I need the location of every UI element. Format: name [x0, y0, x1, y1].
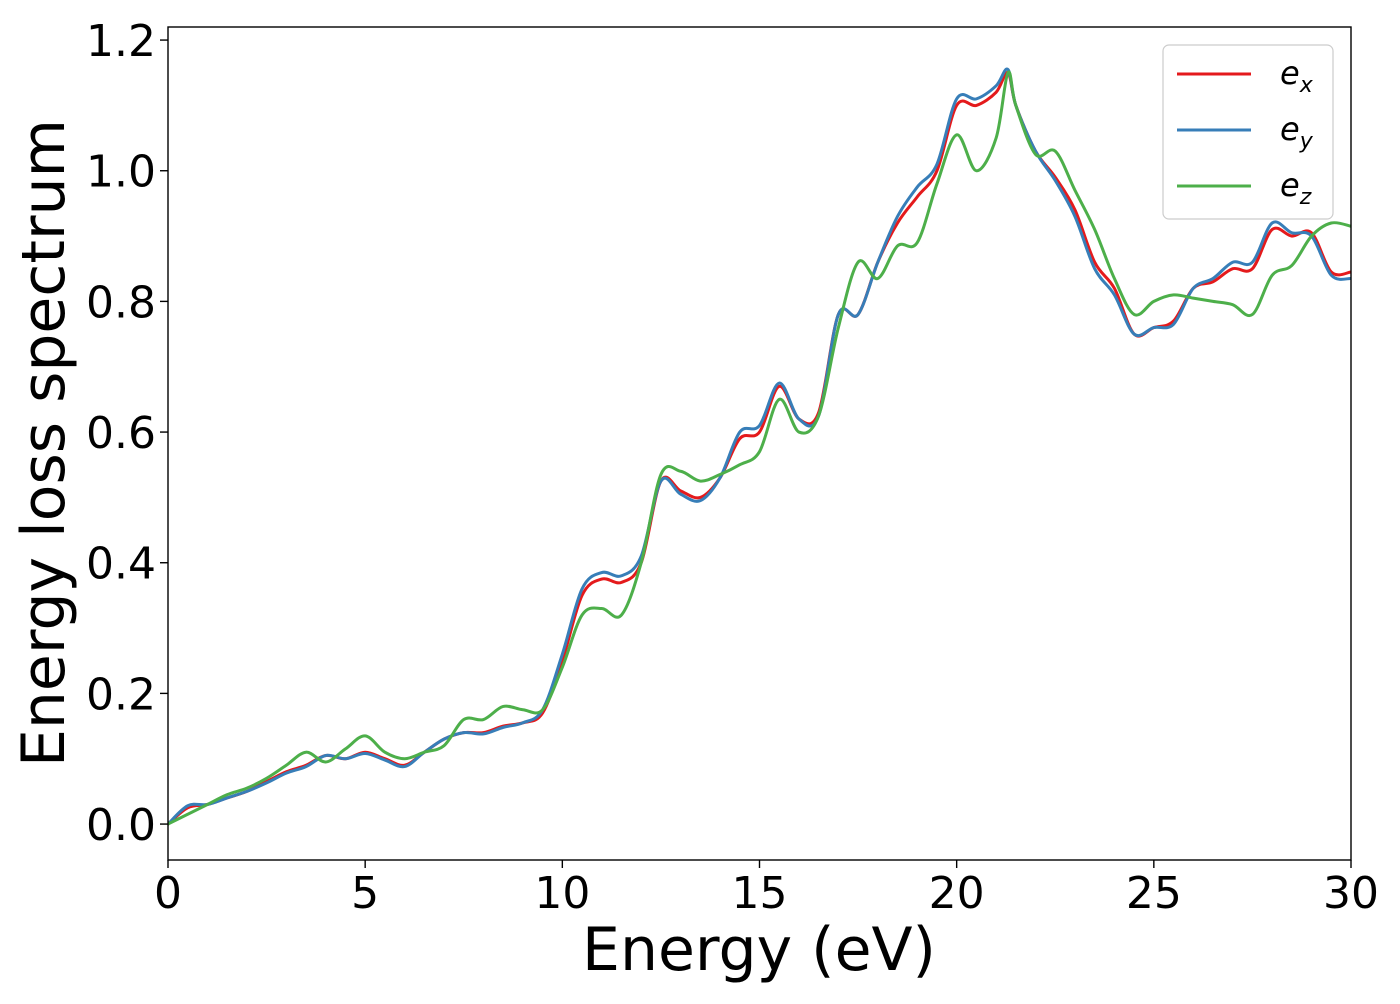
y-tick-label: 0.0 — [86, 800, 156, 851]
legend-label-ey: ey — [1280, 110, 1314, 154]
y-tick-label: 0.4 — [86, 539, 156, 590]
series-line-ey — [168, 67, 1351, 826]
y-tick-label: 0.6 — [86, 408, 156, 459]
legend-label-ez: ez — [1280, 166, 1312, 210]
x-axis-label: Energy (eV) — [582, 915, 936, 985]
y-tick-label: 0.8 — [86, 277, 156, 328]
y-tick-label: 1.2 — [86, 16, 156, 67]
y-axis-label: Energy loss spectrum — [9, 119, 79, 767]
y-tick-label: 0.2 — [86, 669, 156, 720]
x-tick-label: 5 — [351, 868, 379, 919]
y-tick-label: 1.0 — [86, 147, 156, 198]
legend-label-ex: ex — [1280, 54, 1314, 98]
x-tick-label: 10 — [534, 868, 590, 919]
legend: ex ey ez — [1162, 44, 1334, 220]
plot-area — [168, 67, 1351, 826]
x-tick-label: 25 — [1126, 868, 1182, 919]
series-line-ez — [168, 70, 1351, 826]
x-tick-label: 20 — [929, 868, 985, 919]
x-tick-label: 30 — [1323, 868, 1379, 919]
x-tick-label: 15 — [732, 868, 788, 919]
legend-box — [1162, 44, 1334, 220]
x-tick-label: 0 — [154, 868, 182, 919]
axes: 0 5 10 15 20 25 30 0.0 0.2 0.4 0.6 0.8 1.0 1.2 — [86, 16, 1379, 919]
